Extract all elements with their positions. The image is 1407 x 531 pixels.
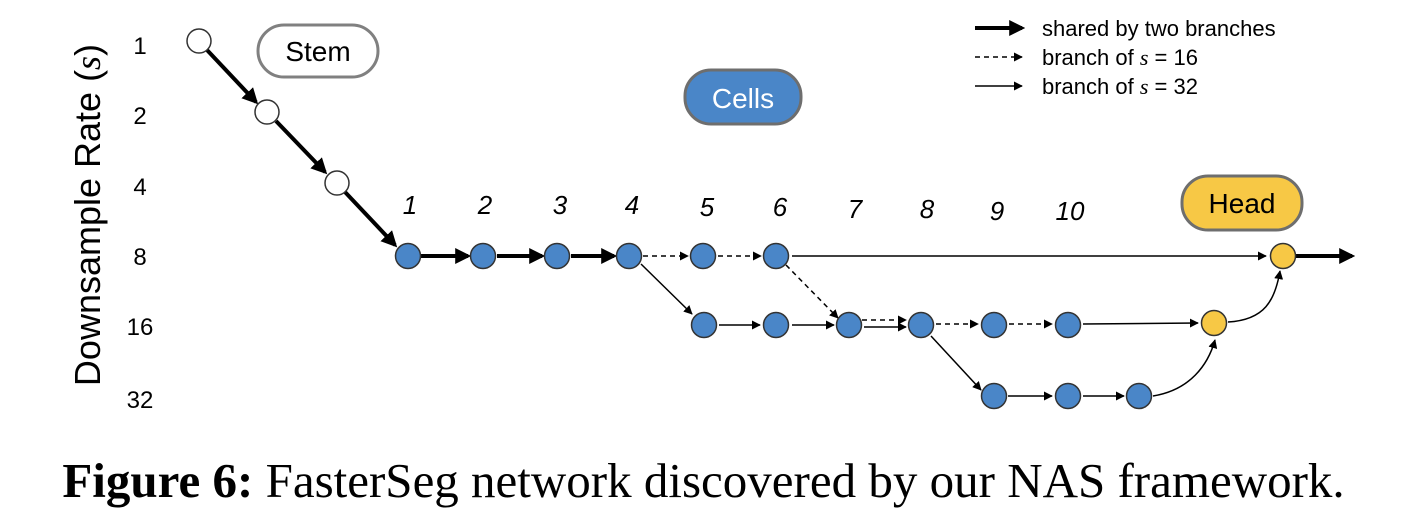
y-tick-4: 4 xyxy=(133,174,146,201)
edges xyxy=(205,48,1356,401)
cell-node-8 xyxy=(907,311,935,339)
y-tick-16: 16 xyxy=(127,314,154,341)
cell-index-10: 10 xyxy=(1056,196,1085,226)
nodes xyxy=(186,28,1297,410)
edge-stem-2-4 xyxy=(274,119,328,175)
caption-label: Figure 6: xyxy=(62,453,254,508)
cell-node-1 xyxy=(394,242,422,270)
edge-thin-8-9b xyxy=(930,335,982,391)
y-tick-2: 2 xyxy=(133,103,146,130)
cell-node-9 xyxy=(980,311,1008,339)
cell-node-5 xyxy=(689,242,717,270)
svg-text:Cells: Cells xyxy=(712,83,774,114)
cell-node-6-s16 xyxy=(762,311,790,339)
stem-node-4 xyxy=(324,170,350,196)
cells-box: Cells xyxy=(683,68,803,126)
head-node-s16 xyxy=(1200,309,1228,337)
svg-text:Stem: Stem xyxy=(285,36,350,67)
y-tick-1: 1 xyxy=(133,33,146,60)
figure-caption: Figure 6: FasterSeg network discovered b… xyxy=(0,452,1407,509)
cell-node-3 xyxy=(543,242,571,270)
cell-index-5: 5 xyxy=(700,192,715,222)
stem-node-1 xyxy=(186,28,212,54)
cell-index-4: 4 xyxy=(625,190,639,220)
y-tick-8: 8 xyxy=(133,244,146,271)
cell-index-9: 9 xyxy=(990,196,1004,226)
cell-node-11-s32 xyxy=(1125,382,1153,410)
head-box: Head xyxy=(1180,174,1304,232)
cell-node-4 xyxy=(615,242,643,270)
svg-text:Head: Head xyxy=(1209,188,1276,219)
head-node-s8 xyxy=(1269,242,1297,270)
cell-index-8: 8 xyxy=(920,194,935,224)
edge-stem-4-8 xyxy=(343,190,398,248)
cell-index-2: 2 xyxy=(477,190,493,220)
cell-node-9-s32 xyxy=(980,382,1008,410)
legend: shared by two branches branch of s = 16 … xyxy=(975,16,1276,99)
y-axis-title: Downsample Rate (s) xyxy=(67,44,108,386)
edge-thin-head16-head xyxy=(1227,270,1284,323)
cell-node-5-s16 xyxy=(690,311,718,339)
legend-dashed-text: branch of s = 16 xyxy=(1042,45,1198,70)
cell-node-6 xyxy=(762,242,790,270)
cell-node-2 xyxy=(469,242,497,270)
network-diagram: Downsample Rate (s) 1 2 4 8 16 32 1 2 3 … xyxy=(67,16,1356,414)
stem-node-2 xyxy=(254,99,280,125)
cell-node-7 xyxy=(835,311,863,339)
edge-stem-1-2 xyxy=(205,48,259,105)
legend-thick-text: shared by two branches xyxy=(1042,16,1276,41)
cell-index-6: 6 xyxy=(773,192,788,222)
cell-node-10 xyxy=(1054,311,1082,339)
y-tick-32: 32 xyxy=(127,387,154,414)
edge-thin-4-5b xyxy=(640,263,693,315)
legend-thin-text: branch of s = 32 xyxy=(1042,74,1198,99)
cell-index-3: 3 xyxy=(553,190,568,220)
caption-text: FasterSeg network discovered by our NAS … xyxy=(253,453,1345,508)
stem-box: Stem xyxy=(256,23,380,79)
cell-node-10-s32 xyxy=(1054,382,1082,410)
edge-thin-10-head16 xyxy=(1082,318,1199,328)
edge-thin-11b-head16 xyxy=(1152,339,1218,397)
edge-dashed-6-7 xyxy=(785,264,839,319)
cell-index-7: 7 xyxy=(848,194,864,224)
cell-index-1: 1 xyxy=(403,190,417,220)
